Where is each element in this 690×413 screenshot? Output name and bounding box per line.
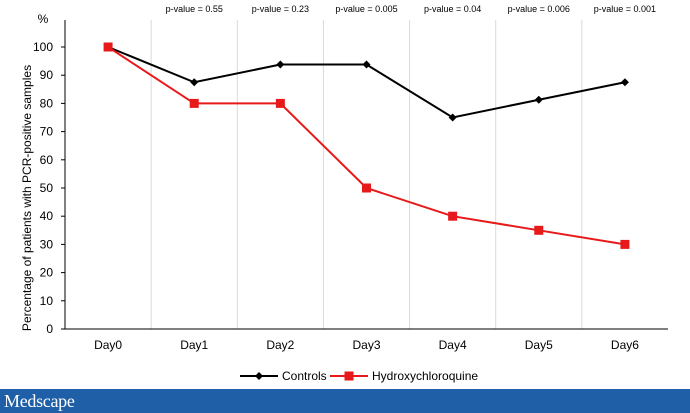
x-tick-label: Day0	[94, 338, 122, 352]
data-point-controls	[620, 78, 629, 87]
data-point-controls	[448, 113, 457, 122]
y-tick-label: 50	[40, 181, 54, 195]
legend: Controls Hydroxychloroquine	[240, 369, 478, 383]
y-tick-label: 80	[40, 96, 54, 110]
data-point-hydroxychloroquine	[620, 239, 630, 249]
x-tick-label: Day1	[180, 338, 208, 352]
p-value-annotation: p-value = 0.55	[166, 4, 223, 14]
series-line-controls	[107, 46, 626, 119]
y-tick-label: 0	[46, 322, 53, 336]
x-tick-label: Day3	[352, 338, 380, 352]
y-tick-label: 40	[40, 209, 54, 223]
data-point-hydroxychloroquine	[103, 42, 113, 52]
p-value-annotation: p-value = 0.006	[508, 4, 570, 14]
x-tick-label: Day2	[266, 338, 294, 352]
y-tick-label: 100	[33, 40, 53, 54]
data-point-controls	[190, 78, 199, 87]
data-point-hydroxychloroquine	[362, 183, 371, 193]
legend-marker-square	[344, 371, 354, 381]
y-tick-label: 60	[40, 153, 54, 167]
legend-marker-diamond	[255, 372, 263, 380]
y-tick-label: 30	[40, 237, 54, 251]
grid-layer	[150, 20, 583, 329]
series-layer	[103, 42, 630, 249]
legend-label: Hydroxychloroquine	[372, 369, 478, 383]
y-tick-label: 10	[40, 294, 54, 308]
data-point-hydroxychloroquine	[275, 98, 285, 108]
y-tick-label: 90	[40, 68, 54, 82]
y-tick-label: 70	[40, 125, 54, 139]
x-tick-label: Day6	[611, 338, 639, 352]
data-point-hydroxychloroquine	[448, 211, 458, 221]
medscape-logo: Medscape	[4, 391, 75, 411]
x-tick-label: Day5	[525, 338, 553, 352]
legend-label: Controls	[282, 369, 327, 383]
data-point-hydroxychloroquine	[189, 98, 199, 108]
line-chart: 0 10 20 30 40 50 60 70 80 90 100% Percentage of pat…	[20, 4, 668, 383]
p-value-annotation: p-value = 0.04	[424, 4, 481, 14]
data-point-controls	[362, 60, 371, 69]
p-value-annotation: p-value = 0.001	[594, 4, 656, 14]
data-point-controls	[276, 60, 285, 69]
axes-layer	[61, 20, 668, 330]
y-tick-label: 20	[40, 266, 54, 280]
y-unit-label: %	[38, 12, 49, 26]
data-point-hydroxychloroquine	[534, 225, 544, 235]
x-tick-label: Day4	[439, 338, 467, 352]
data-point-controls	[534, 95, 543, 104]
p-value-annotation: p-value = 0.005	[335, 4, 397, 14]
footer-bar: Medscape	[0, 389, 690, 413]
p-value-annotation: p-value = 0.23	[252, 4, 309, 14]
y-axis-title: Percentage of patients with PCR-positive…	[20, 65, 34, 331]
series-line-hydroxychloroquine	[107, 46, 626, 246]
labels-layer: 0 10 20 30 40 50 60 70 80 90 100% Percentage of pat…	[20, 4, 656, 352]
